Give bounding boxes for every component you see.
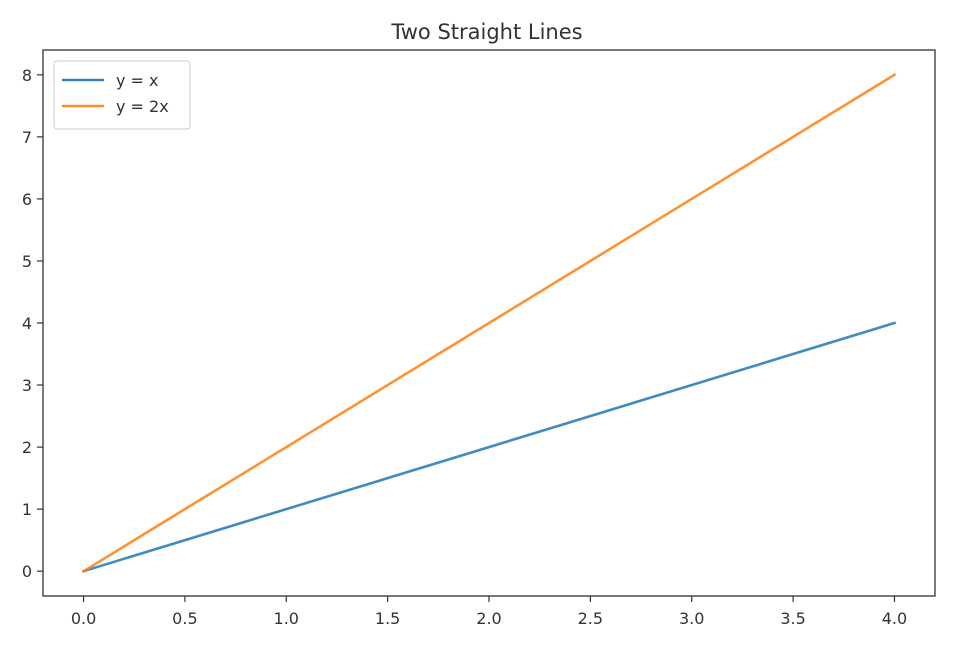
x-tick-label: 3.5	[780, 609, 805, 628]
y-tick-label: 8	[22, 66, 32, 85]
x-tick-label: 0.0	[71, 609, 96, 628]
legend: y = x y = 2x	[53, 60, 191, 130]
x-axis: 0.0 0.5 1.0 1.5 2.0 2.5 3.0 3.5 4.0	[71, 596, 907, 628]
x-tick-label: 4.0	[882, 609, 907, 628]
x-tick-label: 0.5	[172, 609, 197, 628]
y-tick-label: 6	[22, 190, 32, 209]
series-line-2	[81, 73, 897, 573]
legend-label-2: y = 2x	[116, 97, 169, 116]
y-tick-label: 0	[22, 562, 32, 581]
legend-label-1: y = x	[116, 71, 159, 90]
legend-box	[53, 60, 191, 130]
chart-title: Two Straight Lines	[390, 20, 582, 44]
series-line-1	[81, 321, 897, 573]
y-tick-label: 3	[22, 376, 32, 395]
y-tick-label: 1	[22, 500, 32, 519]
x-tick-label: 3.0	[679, 609, 704, 628]
y-tick-label: 7	[22, 128, 32, 147]
x-tick-label: 1.0	[274, 609, 299, 628]
x-tick-label: 1.5	[375, 609, 400, 628]
y-axis: 0 1 2 3 4 5 6 7 8	[22, 66, 43, 581]
y-tick-label: 5	[22, 252, 32, 271]
y-tick-label: 4	[22, 314, 32, 333]
series-group	[81, 73, 897, 573]
x-tick-label: 2.5	[578, 609, 603, 628]
x-tick-label: 2.0	[476, 609, 501, 628]
y-tick-label: 2	[22, 438, 32, 457]
